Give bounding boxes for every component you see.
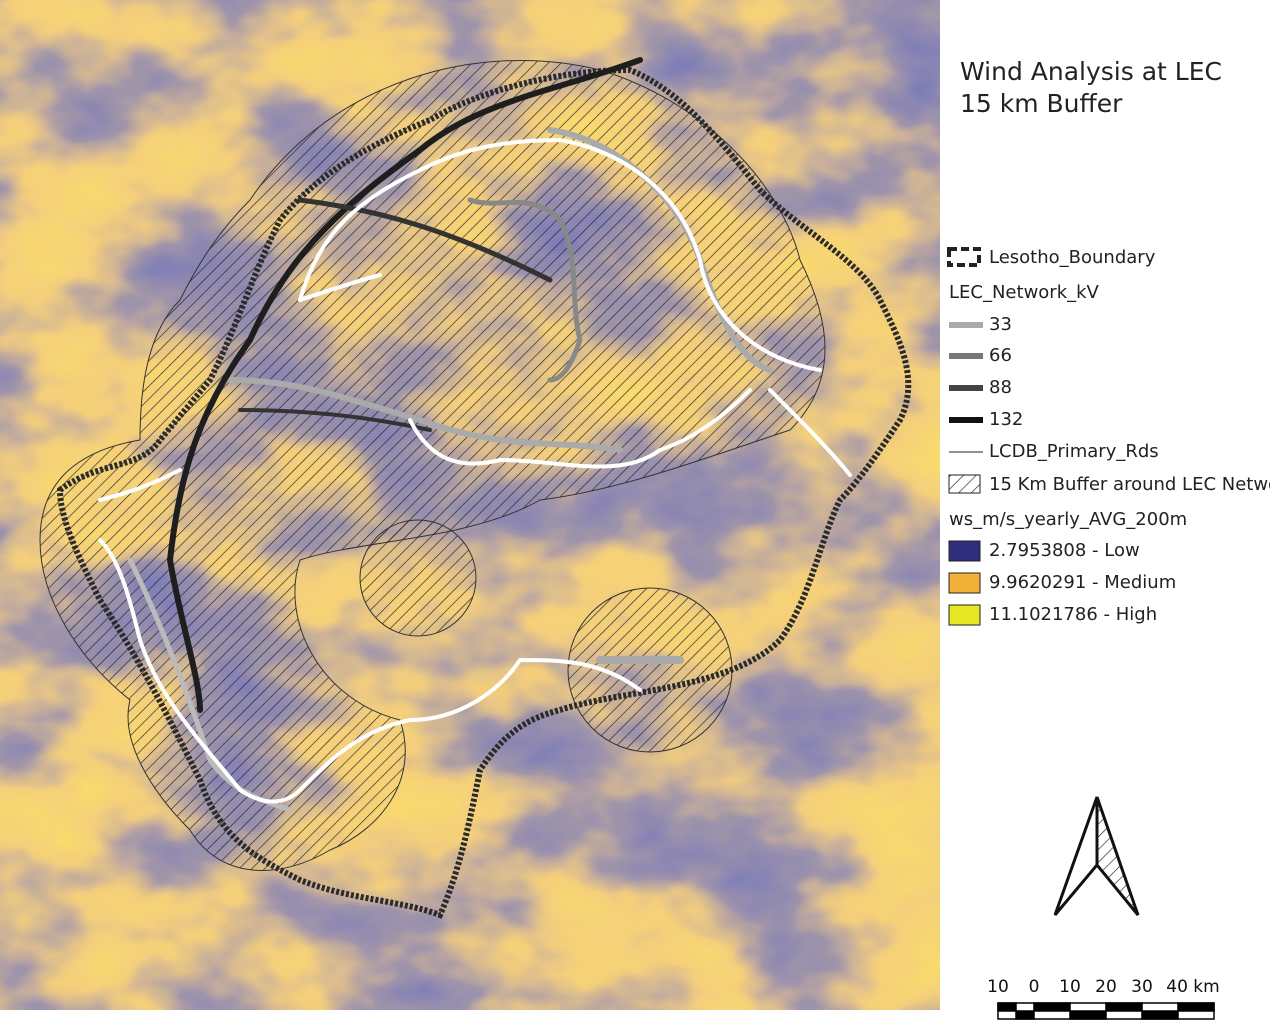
scale-label: 20 xyxy=(1095,977,1117,997)
legend-heading: ws_m/s_yearly_AVG_200m xyxy=(949,509,1187,530)
legend-label: 15 Km Buffer around LEC Network xyxy=(989,474,1270,495)
map-title: Wind Analysis at LEC 15 km Buffer xyxy=(960,56,1250,120)
legend-label: 33 xyxy=(989,314,1012,335)
legend-label: 132 xyxy=(989,409,1023,430)
north-arrow xyxy=(1055,797,1138,915)
legend: Lesotho_Boundary LEC_Network_kV 33 66 88… xyxy=(949,247,1270,625)
scale-label: 0 xyxy=(1029,977,1040,997)
legend-symbols xyxy=(949,249,983,625)
legend-label: LCDB_Primary_Rds xyxy=(989,441,1159,462)
scale-label: 40 km xyxy=(1166,977,1219,997)
legend-label: 11.1021786 - High xyxy=(989,604,1157,625)
page: Lesotho_Boundary LEC_Network_kV 33 66 88… xyxy=(0,0,1270,1023)
map-layout: Lesotho_Boundary LEC_Network_kV 33 66 88… xyxy=(0,0,1270,1023)
legend-label: 66 xyxy=(989,345,1012,366)
legend-label: 88 xyxy=(989,377,1012,398)
scale-labels: 10 0 10 20 30 40 km xyxy=(987,977,1220,997)
legend-heading: LEC_Network_kV xyxy=(949,282,1100,303)
scale-label: 10 xyxy=(1059,977,1081,997)
legend-label: 2.7953808 - Low xyxy=(989,540,1140,561)
legend-label: Lesotho_Boundary xyxy=(989,247,1156,268)
scale-label: 10 xyxy=(987,977,1009,997)
scale-label: 30 xyxy=(1131,977,1153,997)
legend-label: 9.9620291 - Medium xyxy=(989,572,1176,593)
scale-bar xyxy=(998,1003,1214,1019)
